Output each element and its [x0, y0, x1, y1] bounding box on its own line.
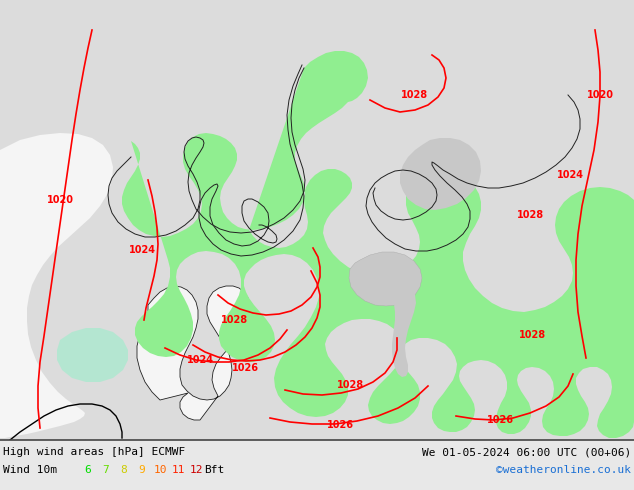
Text: 1012: 1012 — [42, 464, 63, 472]
Polygon shape — [57, 328, 128, 382]
Text: 1026: 1026 — [231, 363, 259, 373]
Bar — [0, 0, 634, 440]
Text: 1024: 1024 — [129, 245, 155, 255]
Text: 11: 11 — [171, 465, 184, 475]
Text: 1028: 1028 — [221, 315, 249, 325]
Text: 1013: 1013 — [102, 464, 124, 472]
Text: 6: 6 — [84, 465, 91, 475]
Text: 1020: 1020 — [46, 195, 74, 205]
Text: 9: 9 — [139, 465, 145, 475]
Text: 1024: 1024 — [557, 170, 583, 180]
Polygon shape — [122, 51, 634, 438]
Text: 1020: 1020 — [586, 90, 614, 100]
Polygon shape — [349, 252, 422, 306]
Text: 1028: 1028 — [519, 330, 547, 340]
Polygon shape — [137, 286, 250, 420]
Text: 1026: 1026 — [327, 420, 354, 430]
Text: ©weatheronline.co.uk: ©weatheronline.co.uk — [496, 465, 631, 475]
Text: 7: 7 — [103, 465, 110, 475]
Polygon shape — [400, 138, 481, 210]
Text: High wind areas [hPa] ECMWF: High wind areas [hPa] ECMWF — [3, 447, 185, 457]
Bar — [0, 440, 634, 490]
Text: 10: 10 — [153, 465, 167, 475]
Text: 1028: 1028 — [517, 210, 543, 220]
Text: Wind 10m: Wind 10m — [3, 465, 57, 475]
Text: 1024: 1024 — [186, 355, 214, 365]
Text: 1026: 1026 — [486, 415, 514, 425]
Text: 12: 12 — [190, 465, 203, 475]
Polygon shape — [0, 133, 113, 438]
Text: 1028: 1028 — [337, 380, 363, 390]
Text: 1028: 1028 — [401, 90, 429, 100]
Text: 8: 8 — [120, 465, 127, 475]
Text: Bft: Bft — [204, 465, 224, 475]
Text: We 01-05-2024 06:00 UTC (00+06): We 01-05-2024 06:00 UTC (00+06) — [422, 447, 631, 457]
Polygon shape — [390, 288, 416, 377]
